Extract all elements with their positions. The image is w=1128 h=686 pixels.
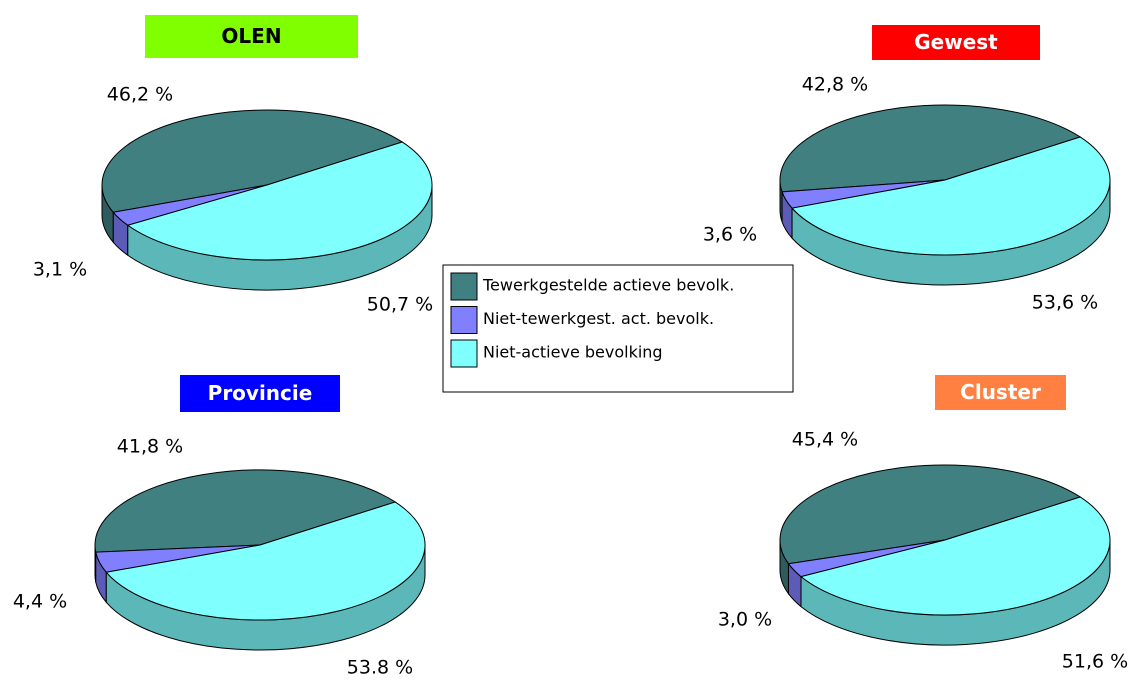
- data-label: 46,2 %: [107, 84, 173, 106]
- chart-title: Gewest: [914, 30, 998, 54]
- legend-label: Niet-actieve bevolking: [483, 343, 663, 362]
- data-label: 42,8 %: [802, 74, 868, 96]
- data-label: 3,0 %: [718, 609, 772, 631]
- legend-swatch: [450, 306, 478, 334]
- data-label: 3,6 %: [703, 224, 757, 246]
- chart-title: Cluster: [960, 380, 1041, 404]
- title-box: [180, 375, 340, 412]
- chart-title: OLEN: [221, 24, 281, 48]
- legend-swatch: [450, 272, 478, 301]
- slice: [779, 104, 1082, 193]
- slice: [791, 136, 1111, 256]
- data-label: 41,8 %: [117, 436, 183, 458]
- slice: [101, 109, 404, 213]
- slice: [126, 141, 433, 261]
- data-label: 45,4 %: [792, 429, 858, 451]
- legend-label: Tewerkgestelde actieve bevolk.: [482, 276, 734, 295]
- chart-title: Provincie: [208, 381, 313, 405]
- title-box: [935, 375, 1066, 410]
- legend-box: [442, 264, 794, 393]
- data-label: 4,4 %: [13, 591, 67, 613]
- data-label: 3,1 %: [33, 259, 87, 281]
- slice: [799, 496, 1111, 616]
- slice: [94, 469, 397, 553]
- legend-swatch: [450, 339, 478, 368]
- data-label: 51,6 %: [1062, 651, 1128, 673]
- slice: [779, 464, 1082, 565]
- data-label: 53.8 %: [347, 657, 413, 679]
- legend-label: Niet-tewerkgest. act. bevolk.: [483, 309, 714, 328]
- data-label: 50,7 %: [367, 294, 433, 316]
- title-box: [145, 15, 358, 58]
- title-box: [872, 25, 1040, 60]
- data-label: 53,6 %: [1032, 292, 1098, 314]
- slice: [105, 501, 426, 621]
